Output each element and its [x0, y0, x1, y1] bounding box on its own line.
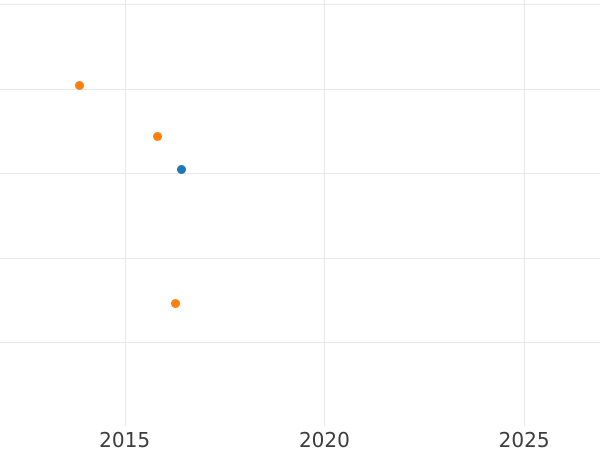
x-tick-label: 2015 [99, 428, 151, 452]
x-tick-label: 2020 [298, 428, 350, 452]
horizontal-gridline [0, 257, 600, 259]
vertical-gridline [324, 0, 326, 427]
horizontal-gridline [0, 4, 600, 6]
horizontal-gridline [0, 88, 600, 90]
x-tick-label: 2025 [498, 428, 550, 452]
vertical-gridline [124, 0, 126, 427]
horizontal-gridline [0, 173, 600, 175]
scatter-point-orange-series[interactable] [171, 298, 181, 308]
horizontal-gridline [0, 341, 600, 343]
scatter-point-orange-series[interactable] [75, 80, 85, 90]
scatter-point-orange-series[interactable] [152, 132, 162, 142]
scatter-point-blue-series[interactable] [177, 165, 187, 175]
vertical-gridline [524, 0, 526, 427]
